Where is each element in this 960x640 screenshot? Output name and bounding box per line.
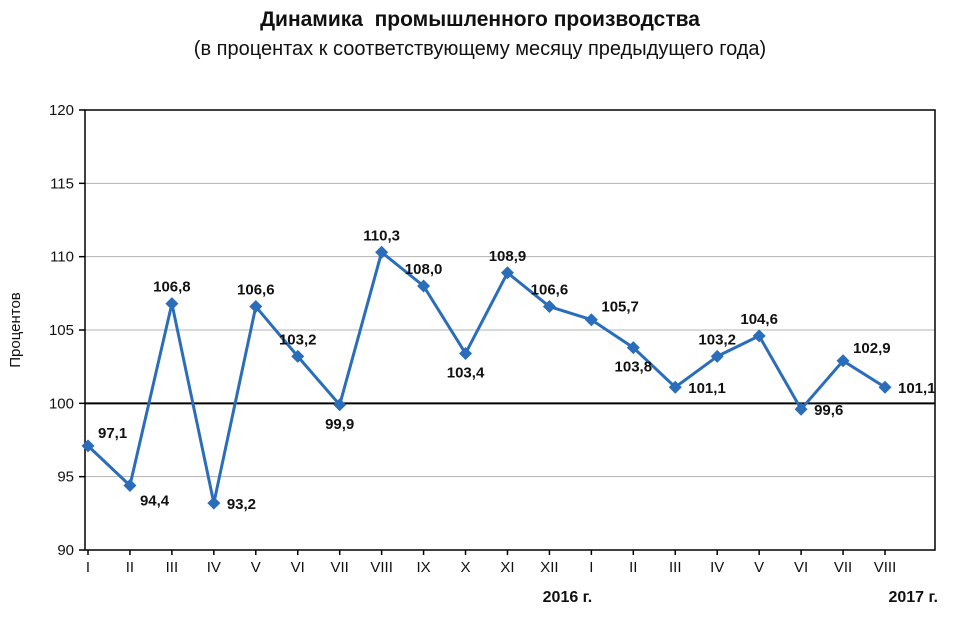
data-point-label: 93,2 (227, 496, 256, 513)
y-tick-label: 120 (49, 102, 74, 119)
data-point-marker (207, 496, 221, 510)
data-point-marker (81, 439, 95, 453)
data-point-marker (584, 313, 598, 327)
data-point-label: 108,9 (489, 248, 527, 265)
x-tick-label: VII (834, 559, 852, 576)
data-point-marker (291, 349, 305, 363)
y-tick-label: 100 (49, 395, 74, 412)
data-point-marker (500, 266, 514, 280)
x-tick-label: I (589, 559, 593, 576)
data-point-label: 104,6 (740, 311, 778, 328)
x-tick-label: IV (710, 559, 724, 576)
data-point-marker (249, 300, 263, 314)
data-point-label: 108,0 (405, 261, 443, 278)
data-point-label: 103,4 (447, 364, 485, 381)
x-tick-label: II (629, 559, 637, 576)
data-point-marker (710, 349, 724, 363)
data-point-label: 99,9 (325, 416, 354, 433)
chart-title: Динамика промышленного производства (260, 8, 700, 31)
data-point-label: 105,7 (601, 299, 639, 316)
y-tick-label: 105 (49, 322, 74, 339)
data-point-marker (333, 398, 347, 412)
x-tick-label: V (754, 559, 764, 576)
data-point-label: 97,1 (98, 425, 127, 442)
x-tick-label: IX (416, 559, 430, 576)
data-point-marker (668, 380, 682, 394)
data-point-marker (626, 341, 640, 355)
x-tick-label: VI (794, 559, 808, 576)
x-tick-label: VIII (874, 559, 897, 576)
data-point-marker (878, 380, 892, 394)
data-point-marker (375, 245, 389, 259)
data-point-label: 101,1 (898, 380, 936, 397)
data-point-label: 106,6 (237, 282, 275, 299)
x-tick-label: VI (291, 559, 305, 576)
x-tick-label: XII (540, 559, 558, 576)
x-tick-label: IV (207, 559, 221, 576)
data-point-marker (459, 346, 473, 360)
data-point-marker (794, 402, 808, 416)
data-point-label: 103,8 (615, 359, 653, 376)
data-point-label: 106,8 (153, 279, 191, 296)
data-point-label: 94,4 (140, 492, 170, 509)
data-line (86, 250, 887, 505)
y-tick-label: 115 (50, 175, 74, 192)
data-point-label: 103,2 (279, 331, 317, 348)
year-label: 2017 г. (888, 589, 938, 606)
x-tick-label: III (166, 559, 179, 576)
data-point-label: 103,2 (698, 331, 736, 348)
x-tick-label: V (251, 559, 261, 576)
x-tick-label: VIII (370, 559, 393, 576)
x-tick-label: XI (500, 559, 514, 576)
x-tick-label: I (86, 559, 90, 576)
y-tick-label: 110 (50, 249, 74, 266)
data-point-marker (752, 329, 766, 343)
data-point-marker (836, 354, 850, 368)
data-point-marker (123, 478, 137, 492)
x-tick-label: II (126, 559, 134, 576)
chart-header: Динамика промышленного производства (в п… (0, 0, 960, 80)
data-point-marker (542, 300, 556, 314)
x-tick-label: X (461, 559, 471, 576)
data-point-label: 102,9 (853, 340, 891, 357)
data-point-label: 110,3 (363, 227, 400, 244)
data-point-label: 101,1 (688, 380, 726, 397)
x-tick-label: III (669, 559, 682, 576)
y-tick-label: 90 (57, 542, 74, 559)
data-point-label: 99,6 (814, 402, 843, 419)
x-tick-label: VII (331, 559, 349, 576)
data-point-marker (417, 279, 431, 293)
y-tick-label: 95 (57, 469, 74, 486)
y-axis-title: Процентов (7, 292, 24, 368)
data-point-marker (165, 297, 179, 311)
chart-subtitle: (в процентах к соответствующему месяцу п… (193, 38, 767, 60)
data-point-label: 106,6 (531, 282, 569, 299)
year-label: 2016 г. (543, 589, 593, 606)
